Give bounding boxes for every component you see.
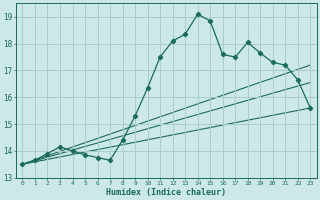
X-axis label: Humidex (Indice chaleur): Humidex (Indice chaleur) <box>106 188 226 197</box>
